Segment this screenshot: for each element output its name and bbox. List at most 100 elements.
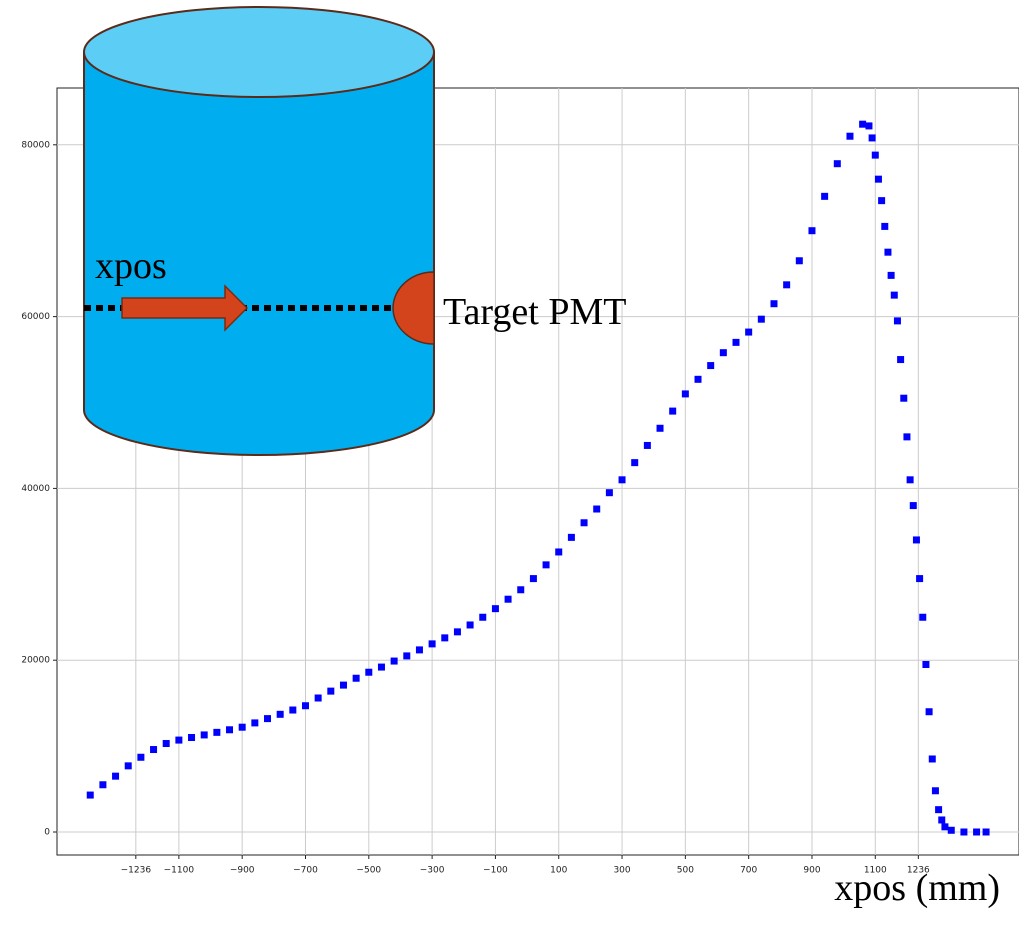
point (530, 575, 537, 582)
point (948, 827, 955, 834)
x-tick-label: 700 (740, 866, 757, 876)
y-tick-label: 60000 (21, 312, 50, 322)
cylinder-fill (85, 52, 433, 410)
point (150, 746, 157, 753)
point (888, 272, 895, 279)
x-tick-label: −1100 (164, 866, 195, 876)
point (884, 249, 891, 256)
point (821, 193, 828, 200)
point (441, 634, 448, 641)
point (808, 227, 815, 234)
point (897, 356, 904, 363)
point (327, 688, 334, 695)
point (926, 708, 933, 715)
point (733, 339, 740, 346)
point (695, 376, 702, 383)
point (903, 433, 910, 440)
annotation: Target PMT (443, 291, 626, 333)
point (568, 534, 575, 541)
point (555, 548, 562, 555)
point (606, 489, 613, 496)
x-axis-label: xpos (mm) (834, 867, 1000, 909)
point (919, 614, 926, 621)
point (403, 652, 410, 659)
x-tick-label: 900 (803, 866, 820, 876)
point (932, 787, 939, 794)
point (467, 621, 474, 628)
point (910, 502, 917, 509)
x-tick-label: 300 (613, 866, 630, 876)
cylinder-top (84, 7, 434, 97)
point (619, 476, 626, 483)
point (163, 740, 170, 747)
point (416, 646, 423, 653)
point (770, 300, 777, 307)
point (682, 390, 689, 397)
point (913, 536, 920, 543)
point (378, 664, 385, 671)
point (479, 614, 486, 621)
point (783, 281, 790, 288)
point (201, 731, 208, 738)
point (137, 754, 144, 761)
y-tick-label: 20000 (21, 656, 50, 666)
annotation: xpos (95, 245, 167, 287)
point (938, 816, 945, 823)
point (960, 828, 967, 835)
point (99, 781, 106, 788)
point (707, 362, 714, 369)
point (302, 702, 309, 709)
point (239, 724, 246, 731)
point (941, 823, 948, 830)
point (365, 669, 372, 676)
x-tick-label: −900 (230, 866, 255, 876)
point (916, 575, 923, 582)
point (875, 176, 882, 183)
point (543, 561, 550, 568)
point (353, 675, 360, 682)
y-tick-label: 80000 (21, 140, 50, 150)
y-tick-label: 0 (44, 827, 50, 837)
point (758, 316, 765, 323)
x-tick-label: 100 (550, 866, 567, 876)
point (878, 197, 885, 204)
point (505, 596, 512, 603)
point (669, 408, 676, 415)
point (289, 707, 296, 714)
x-tick-label: 500 (677, 866, 694, 876)
point (720, 349, 727, 356)
point (429, 640, 436, 647)
x-tick-label: −700 (293, 866, 318, 876)
chart: −1236−1100−900−700−500−300−1001003005007… (0, 0, 1019, 938)
point (264, 715, 271, 722)
point (881, 223, 888, 230)
point (213, 729, 220, 736)
point (454, 628, 461, 635)
x-tick-label: −300 (420, 866, 445, 876)
point (891, 292, 898, 299)
point (188, 734, 195, 741)
x-tick-label: −1236 (121, 866, 152, 876)
point (593, 506, 600, 513)
point (631, 459, 638, 466)
point (796, 257, 803, 264)
point (846, 133, 853, 140)
point (859, 121, 866, 128)
point (340, 682, 347, 689)
point (125, 762, 132, 769)
point (315, 694, 322, 701)
point (935, 806, 942, 813)
point (581, 519, 588, 526)
point (657, 425, 664, 432)
point (973, 828, 980, 835)
point (112, 773, 119, 780)
point (226, 726, 233, 733)
point (251, 719, 258, 726)
point (834, 160, 841, 167)
point (894, 317, 901, 324)
point (644, 442, 651, 449)
point (865, 122, 872, 129)
point (175, 737, 182, 744)
x-tick-label: −500 (356, 866, 381, 876)
point (907, 476, 914, 483)
